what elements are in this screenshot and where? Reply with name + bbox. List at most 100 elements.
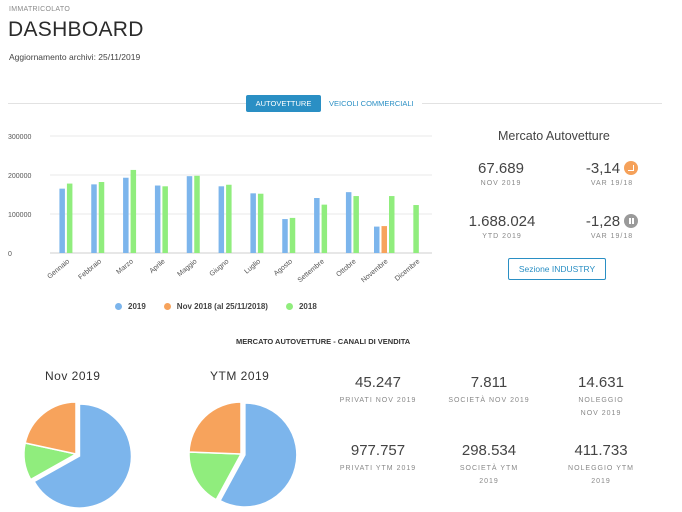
bar-2019-giugno[interactable] [218,186,225,253]
monthly-registrations-bar-chart: 0 100000 200000 300000 Gennaio Febbraio Marzo A… [8,134,432,284]
channel-noleggio-ytm-label: NOLEGGIO YTM 2019 [568,465,634,485]
legend-label-nov-2018: Nov 2018 (al 25/11/2018) [176,302,268,311]
y-tick-label: 0 [8,251,12,258]
stat-var-nov: -3,14 VAR 19/18 [576,160,648,187]
channels-title: MERCATO AUTOVETTURE - CANALI DI VENDITA [236,337,411,346]
legend-item-2018[interactable]: 2018 [285,302,317,311]
bar-2018-novembre[interactable] [389,196,395,253]
page-kicker: IMMATRICOLATO [9,6,71,13]
tab-autovetture[interactable]: AUTOVETTURE [246,95,321,112]
industry-section-button[interactable]: Sezione INDUSTRY [508,258,606,280]
page-title: DASHBOARD [8,18,144,41]
stat-ytd-2019-label: YTD 2019 [482,233,522,240]
pie-slice-noleggio[interactable] [24,401,77,455]
legend-item-2019[interactable]: 2019 [115,302,146,311]
pie-slice-noleggio[interactable] [188,401,242,455]
channel-societa-nov-label: SOCIETÀ NOV 2019 [448,397,530,404]
bar-2019-gennaio[interactable] [59,188,65,253]
tabs-divider-left [8,103,246,104]
channel-societa-nov-value: 7.811 [470,374,508,391]
pause-icon [624,214,639,228]
channel-noleggio-nov-value: 14.631 [578,374,624,391]
x-tick-label: Dicembre [394,258,422,283]
bar-2018-settembre[interactable] [321,204,328,253]
bar-2019-aprile[interactable] [154,185,161,253]
stat-ytd-2019-value: 1.688.024 [468,213,536,230]
channel-noleggio-nov: 14.631 NOLEGGIO NOV 2019 [546,374,656,420]
x-tick-label: Settembre [297,258,326,284]
tab-veicoli-commerciali[interactable]: VEICOLI COMMERCIALI [321,95,422,112]
legend-dot-2018 [285,303,293,310]
x-tick-label: Luglio [243,258,262,275]
x-tick-label: Novembre [360,258,389,284]
bar-2018-ottobre[interactable] [353,196,359,253]
pie-slice-società[interactable] [188,451,243,501]
pie-chart-nov-2019 [23,401,133,509]
arrow-down-right-icon [624,161,639,175]
bar-2019-ottobre[interactable] [345,192,352,253]
bar-2018-giugno[interactable] [226,184,232,253]
bar-2019-settembre[interactable] [314,198,320,253]
channel-privati-ytm: 977.757 PRIVATI YTM 2019 [323,442,433,475]
chart-legend: 2019 Nov 2018 (al 25/11/2018) 2018 [115,302,335,311]
archive-update-text: Aggiornamento archivi: 25/11/2019 [9,52,141,62]
channel-noleggio-ytm-value: 411.733 [574,442,628,459]
legend-dot-nov-2018 [163,303,171,310]
channel-societa-ytm: 298.534 SOCIETÀ YTM 2019 [434,442,544,488]
pie-title-ytm-2019: YTM 2019 [210,369,270,383]
stat-var-nov-value: -3,14 [585,160,621,177]
channel-noleggio-nov-label: NOLEGGIO NOV 2019 [578,397,624,417]
bar-2019-maggio[interactable] [186,176,193,253]
pie-slice-privati[interactable] [219,402,298,508]
bar-2018-luglio[interactable] [257,193,264,253]
channel-privati-nov-label: PRIVATI NOV 2019 [339,397,417,404]
pie-title-nov-2019: Nov 2019 [45,369,101,383]
bar-nov-novembre[interactable] [381,226,388,253]
bar-2018-gennaio[interactable] [66,183,73,253]
bar-2018-agosto[interactable] [289,217,296,253]
channel-privati-ytm-label: PRIVATI YTM 2019 [339,465,417,472]
pie-slice-privati[interactable] [33,403,133,509]
legend-dot-2019 [115,303,122,310]
pie-chart-ytm-2019 [188,401,298,508]
bar-2018-febbraio[interactable] [98,182,105,253]
stat-var-ytd-value: -1,28 [585,213,621,230]
x-tick-label: Gennaio [46,258,71,280]
bar-2019-febbraio[interactable] [91,184,97,253]
x-tick-label: Marzo [115,258,134,276]
legend-label-2019: 2019 [128,302,146,311]
x-tick-label: Ottobre [335,258,357,278]
bar-2018-marzo[interactable] [130,169,137,253]
bar-2019-luglio[interactable] [250,193,256,253]
channel-privati-nov: 45.247 PRIVATI NOV 2019 [323,374,433,407]
stat-var-ytd: -1,28 VAR 19/18 [576,213,648,240]
stat-var-nov-label: VAR 19/18 [590,180,634,187]
bar-2018-maggio[interactable] [194,175,200,253]
stat-ytd-2019: 1.688.024 YTD 2019 [460,213,544,240]
legend-label-2018: 2018 [298,302,317,311]
bar-2019-novembre[interactable] [374,226,380,253]
market-title: Mercato Autovetture [498,129,610,143]
vehicle-tabs: AUTOVETTURE VEICOLI COMMERCIALI [246,95,422,112]
stat-nov-2019: 67.689 NOV 2019 [470,160,532,187]
channel-societa-ytm-label: SOCIETÀ YTM 2019 [459,465,519,485]
channel-privati-ytm-value: 977.757 [350,442,406,459]
y-tick-label: 100000 [8,212,31,219]
stat-nov-2019-value: 67.689 [478,160,524,177]
bar-2018-aprile[interactable] [162,186,168,253]
stat-nov-2019-label: NOV 2019 [480,180,522,187]
y-tick-label: 300000 [8,134,31,141]
tabs-divider-right [420,103,662,104]
x-tick-label: Giugno [209,258,231,278]
bar-2019-marzo[interactable] [123,177,129,253]
channel-societa-ytm-value: 298.534 [461,442,517,459]
bar-2018-dicembre[interactable] [413,205,419,253]
x-tick-label: Agosto [273,258,294,277]
x-tick-label: Febbraio [77,258,103,281]
legend-item-nov-2018[interactable]: Nov 2018 (al 25/11/2018) [163,302,268,311]
x-tick-label: Maggio [176,258,198,278]
x-tick-label: Aprile [148,258,166,275]
bar-2019-agosto[interactable] [282,219,288,253]
stat-var-ytd-label: VAR 19/18 [590,233,634,240]
channel-societa-nov: 7.811 SOCIETÀ NOV 2019 [434,374,544,407]
